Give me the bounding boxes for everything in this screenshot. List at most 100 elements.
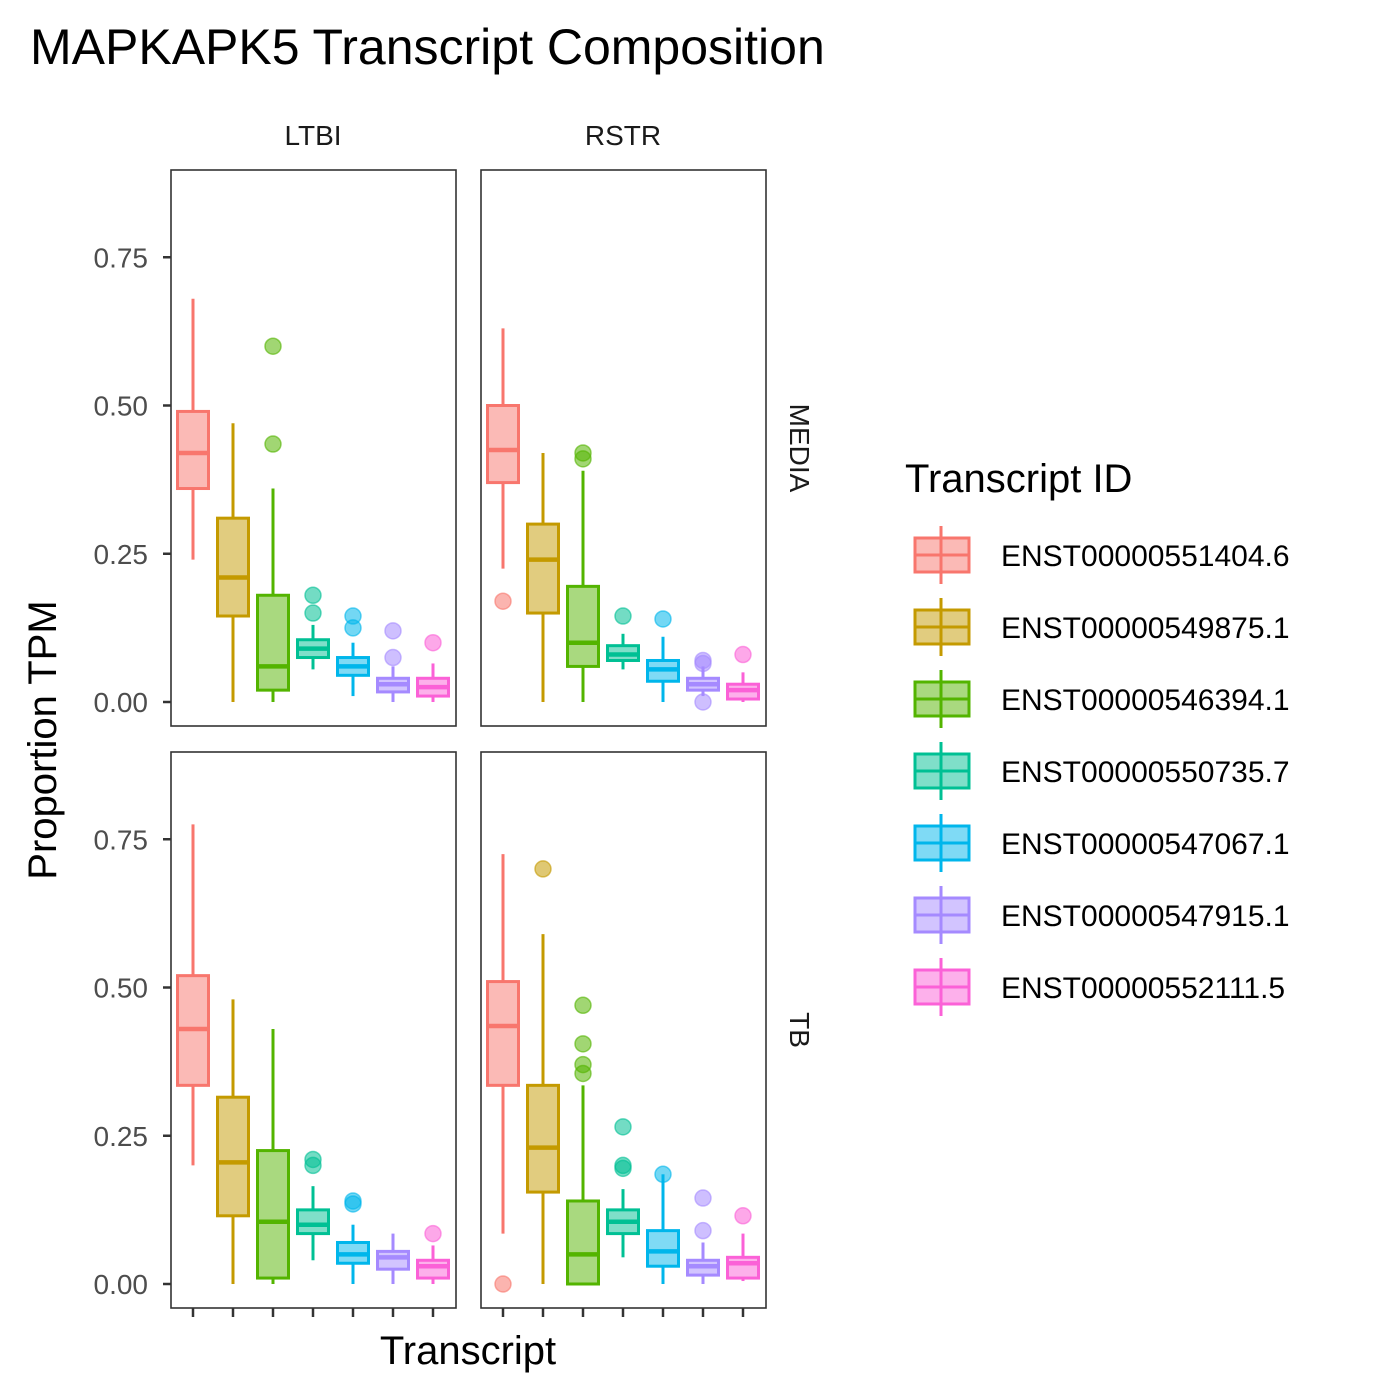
y-tick-label: 0.00	[94, 687, 149, 718]
outlier-point	[614, 1118, 632, 1136]
outlier-point	[384, 648, 402, 667]
box-iqr	[726, 1255, 760, 1280]
outlier-point	[304, 586, 322, 605]
legend-item-7: ENST00000552111.5	[913, 958, 1285, 1016]
box-6	[376, 622, 410, 702]
box-4	[606, 607, 640, 670]
box-6	[686, 1189, 720, 1284]
outlier-point	[384, 622, 402, 640]
legend-label: ENST00000546394.1	[1001, 684, 1290, 717]
legend-label: ENST00000547067.1	[1001, 828, 1290, 861]
box-iqr	[296, 1208, 330, 1236]
legend: ENST00000551404.6 ENST00000549875.1 ENST00…	[913, 526, 1290, 1016]
legend-item-3: ENST00000546394.1	[913, 670, 1290, 728]
box-2	[526, 452, 560, 702]
facet-panel-rstr-tb	[480, 751, 767, 1309]
axes-layer: 0.00 0.25 0.50 0.75 0.00 0.25 0.50 0.75	[94, 242, 745, 1317]
outlier-point	[734, 645, 752, 664]
box-iqr	[256, 593, 290, 692]
box-iqr	[256, 1149, 290, 1280]
box-2	[216, 423, 250, 702]
box-1	[486, 854, 520, 1293]
box-1	[176, 298, 210, 560]
box-iqr	[566, 1199, 600, 1286]
legend-item-6: ENST00000547915.1	[913, 886, 1290, 944]
box-7	[416, 633, 450, 702]
strip-label-rstr: RSTR	[585, 120, 661, 151]
y-tick-label: 0.00	[94, 1269, 149, 1300]
outlier-point	[494, 592, 512, 610]
box-7	[726, 645, 760, 702]
chart-title: MAPKAPK5 Transcript Composition	[30, 19, 825, 75]
y-axis-title: Proportion TPM	[21, 600, 65, 879]
facet-panel-ltbi-media	[170, 169, 457, 727]
outlier-point	[264, 337, 282, 355]
box-3	[256, 1029, 290, 1284]
panel-border	[480, 169, 767, 727]
box-7	[726, 1207, 760, 1282]
box-iqr	[486, 404, 520, 485]
outlier-point	[574, 996, 592, 1015]
box-7	[416, 1224, 450, 1284]
box-iqr	[216, 516, 250, 618]
box-4	[296, 1150, 330, 1261]
outlier-point	[344, 619, 362, 637]
box-4	[296, 586, 330, 670]
outlier-point	[574, 1035, 592, 1053]
box-3	[566, 444, 600, 702]
outlier-point	[694, 693, 712, 711]
outlier-point	[694, 654, 712, 673]
y-tick-label: 0.75	[94, 242, 149, 273]
box-1	[176, 824, 210, 1166]
y-tick-label: 0.75	[94, 824, 149, 855]
box-iqr	[646, 1229, 680, 1268]
box-iqr	[486, 980, 520, 1087]
legend-item-5: ENST00000547067.1	[913, 814, 1290, 872]
legend-label: ENST00000552111.5	[1001, 972, 1285, 1005]
box-5	[336, 607, 370, 697]
box-5	[646, 1165, 680, 1284]
box-6	[686, 651, 720, 711]
box-2	[216, 999, 250, 1284]
strip-label-tb: TB	[784, 1012, 815, 1048]
outlier-point	[264, 435, 282, 453]
outlier-point	[424, 1224, 442, 1243]
outlier-point	[614, 607, 632, 625]
box-2	[526, 860, 560, 1284]
panels-layer	[170, 169, 767, 1309]
outlier-point	[654, 1165, 672, 1184]
outlier-point	[574, 450, 592, 468]
facet-panel-ltbi-tb	[170, 751, 457, 1309]
y-tick-label: 0.25	[94, 539, 149, 570]
outlier-point	[304, 1156, 322, 1175]
y-tick-label: 0.50	[94, 973, 149, 1004]
legend-label: ENST00000550735.7	[1001, 756, 1290, 789]
box-5	[646, 610, 680, 702]
strip-label-ltbi: LTBI	[284, 120, 341, 151]
legend-label: ENST00000547915.1	[1001, 900, 1290, 933]
outlier-point	[344, 1195, 362, 1213]
box-4	[606, 1118, 640, 1258]
box-6	[376, 1233, 410, 1284]
box-iqr	[416, 1258, 450, 1280]
y-tick-label: 0.25	[94, 1121, 149, 1152]
legend-item-1: ENST00000551404.6	[913, 526, 1290, 584]
outlier-point	[734, 1207, 752, 1225]
box-1	[486, 328, 520, 610]
box-iqr	[376, 1249, 410, 1271]
outlier-point	[574, 1064, 592, 1083]
box-iqr	[566, 584, 600, 668]
outlier-point	[654, 610, 672, 628]
box-iqr	[216, 1095, 250, 1218]
strip-label-media: MEDIA	[784, 404, 815, 493]
box-5	[336, 1192, 370, 1284]
outlier-point	[614, 1159, 632, 1178]
outlier-point	[534, 860, 552, 878]
box-iqr	[526, 522, 560, 615]
outlier-point	[694, 1221, 712, 1240]
box-iqr	[526, 1083, 560, 1194]
outlier-point	[424, 633, 442, 652]
outlier-point	[694, 1189, 712, 1207]
x-axis-title: Transcript	[380, 1329, 556, 1373]
